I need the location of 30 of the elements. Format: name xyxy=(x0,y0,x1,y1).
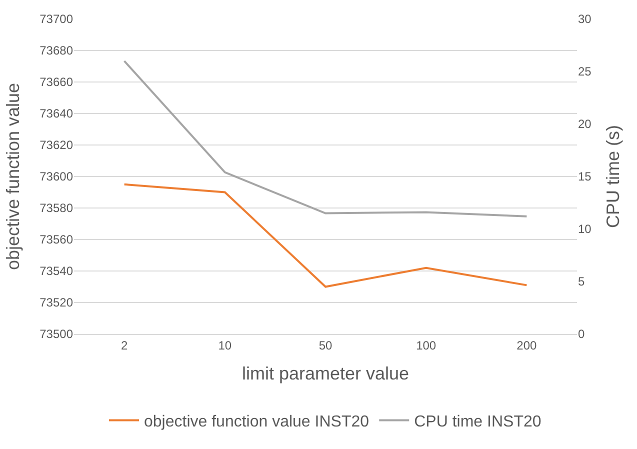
y-tick-label: 73700 xyxy=(40,12,74,26)
line-series xyxy=(123,60,528,218)
y-tick-label: 73640 xyxy=(40,106,74,121)
y-tick-label: 73680 xyxy=(40,44,74,58)
y-tick-label: 73660 xyxy=(40,75,74,90)
legend-label: objective function value INST20 xyxy=(144,413,370,430)
y2-tick-label: 30 xyxy=(578,12,592,26)
y-tick-label: 73500 xyxy=(40,327,74,342)
x-tick-label: 2 xyxy=(120,338,128,352)
y-tick-label: 73600 xyxy=(40,170,74,184)
y-tick-label: 73520 xyxy=(40,296,74,310)
x-tick-label: 10 xyxy=(218,338,232,352)
y-tick-label: 73580 xyxy=(40,201,74,216)
y2-tick-label: 25 xyxy=(578,64,592,79)
y2-axis-title: CPU time (s) xyxy=(602,125,623,228)
line-series xyxy=(123,183,528,288)
y-axis-title: objective function value xyxy=(2,82,23,270)
y-tick-label: 73540 xyxy=(40,264,74,278)
x-tick-label: 200 xyxy=(516,338,538,352)
y2-tick-label: 20 xyxy=(578,117,592,132)
y2-tick-label: 0 xyxy=(578,327,585,342)
y2-tick-label: 10 xyxy=(578,222,592,236)
y-tick-label: 73620 xyxy=(40,138,74,152)
y-tick-label: 73560 xyxy=(40,232,74,247)
legend-label: CPU time INST20 xyxy=(414,413,542,430)
x-tick-label: 100 xyxy=(416,338,436,352)
y2-tick-label: 5 xyxy=(578,274,585,289)
y2-tick-label: 15 xyxy=(578,170,592,184)
x-tick-label: 50 xyxy=(318,338,332,352)
x-axis-title: limit parameter value xyxy=(242,364,410,384)
